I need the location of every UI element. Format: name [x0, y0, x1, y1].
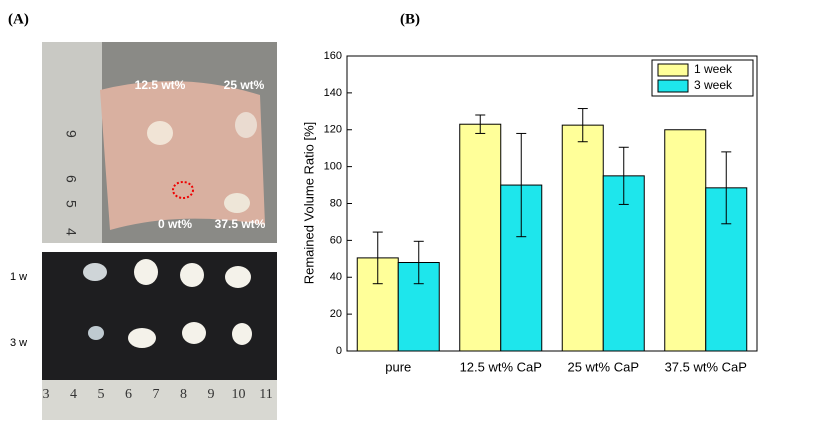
- sample: [235, 112, 257, 138]
- photo-label: 0 wt%: [158, 217, 192, 231]
- x-tick-label: pure: [385, 359, 411, 374]
- photo-label: 25 wt%: [224, 78, 265, 92]
- row-label: 1 w: [10, 271, 27, 283]
- marker: [172, 181, 194, 199]
- legend-swatch: [657, 79, 689, 93]
- y-tick-label: 120: [324, 124, 342, 136]
- sample: [224, 193, 250, 213]
- sample: [147, 121, 173, 145]
- y-tick-label: 60: [330, 234, 342, 246]
- ruler-number: 5: [98, 387, 105, 402]
- ruler-number: 6: [63, 175, 79, 183]
- photo-label: 12.5 wt%: [135, 78, 186, 92]
- ruler-number: 5: [63, 200, 79, 208]
- x-tick-label: 25 wt% CaP: [567, 359, 639, 374]
- row-label: 3 w: [10, 337, 27, 349]
- legend-swatch: [657, 63, 689, 77]
- y-tick-label: 20: [330, 308, 342, 320]
- y-axis-title: Remained Volume Ratio [%]: [301, 122, 316, 285]
- y-tick-label: 40: [330, 271, 342, 283]
- bar: [459, 123, 502, 352]
- ruler-number: 6: [125, 387, 132, 402]
- y-tick-label: 80: [330, 197, 342, 209]
- ruler-number: 8: [180, 387, 187, 402]
- legend-label: 1 week: [694, 62, 733, 76]
- y-tick-label: 160: [324, 50, 342, 62]
- ruler-number: 11: [259, 387, 272, 402]
- ruler: [42, 42, 102, 243]
- y-tick-label: 100: [324, 161, 342, 173]
- samples: [83, 259, 252, 348]
- ruler-number: 7: [153, 387, 160, 402]
- tissue: [100, 81, 265, 230]
- ruler-number: 3: [43, 387, 50, 402]
- photo-label: 37.5 wt%: [215, 217, 266, 231]
- bar: [664, 129, 707, 352]
- ruler: [42, 380, 277, 420]
- ruler-number: 4: [70, 387, 77, 402]
- x-tick-label: 37.5 wt% CaP: [665, 359, 747, 374]
- panel-label: (B): [400, 11, 420, 27]
- ruler-number: 9: [63, 130, 79, 138]
- ruler-number: 9: [208, 387, 215, 402]
- bar: [602, 175, 645, 352]
- x-tick-label: 12.5 wt% CaP: [460, 359, 542, 374]
- y-tick-label: 140: [324, 87, 342, 99]
- legend-label: 3 week: [694, 78, 733, 92]
- ruler-number: 4: [63, 228, 79, 236]
- y-tick-label: 0: [336, 345, 342, 357]
- ruler-number: 10: [232, 387, 246, 402]
- bar: [561, 124, 604, 352]
- panel-label: (A): [8, 11, 29, 27]
